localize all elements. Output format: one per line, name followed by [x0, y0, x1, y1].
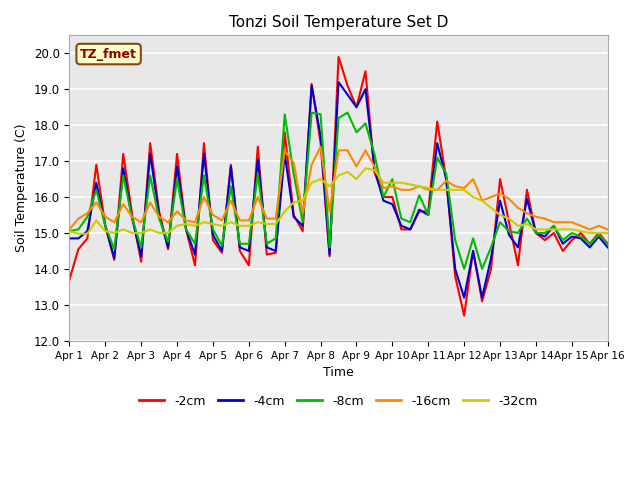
-16cm [604, 227, 612, 232]
Line: -16cm: -16cm [69, 147, 608, 229]
-32cm [182, 221, 190, 227]
Line: -2cm: -2cm [69, 57, 608, 316]
Y-axis label: Soil Temperature (C): Soil Temperature (C) [15, 124, 28, 252]
X-axis label: Time: Time [323, 366, 354, 379]
-16cm [362, 147, 369, 153]
-2cm [362, 68, 369, 74]
-8cm [191, 241, 199, 247]
-8cm [362, 120, 369, 126]
-4cm [550, 223, 557, 228]
-4cm [173, 164, 181, 169]
-4cm [604, 244, 612, 250]
-2cm [460, 313, 468, 319]
-2cm [173, 151, 181, 157]
-4cm [460, 295, 468, 300]
-32cm [362, 166, 369, 171]
-16cm [397, 187, 405, 193]
Line: -32cm: -32cm [69, 168, 608, 234]
-4cm [191, 252, 199, 257]
-8cm [460, 266, 468, 272]
-32cm [550, 227, 557, 232]
-4cm [397, 223, 405, 228]
Text: TZ_fmet: TZ_fmet [80, 48, 137, 60]
-32cm [406, 181, 414, 187]
-4cm [65, 236, 73, 241]
-8cm [550, 223, 557, 228]
-8cm [65, 228, 73, 234]
-32cm [200, 219, 208, 225]
-2cm [604, 241, 612, 247]
-16cm [254, 194, 262, 200]
-32cm [74, 231, 82, 237]
-32cm [371, 167, 378, 173]
Title: Tonzi Soil Temperature Set D: Tonzi Soil Temperature Set D [229, 15, 448, 30]
-2cm [335, 54, 342, 60]
-2cm [550, 230, 557, 236]
-8cm [397, 216, 405, 221]
-16cm [317, 144, 324, 150]
-8cm [604, 241, 612, 247]
-32cm [65, 228, 73, 234]
-2cm [254, 144, 262, 150]
-8cm [254, 171, 262, 177]
-16cm [191, 219, 199, 225]
-8cm [308, 110, 316, 116]
-4cm [335, 79, 342, 85]
-4cm [362, 86, 369, 92]
-32cm [263, 221, 271, 227]
-2cm [191, 263, 199, 268]
Legend: -2cm, -4cm, -8cm, -16cm, -32cm: -2cm, -4cm, -8cm, -16cm, -32cm [134, 390, 543, 413]
Line: -4cm: -4cm [69, 82, 608, 298]
Line: -8cm: -8cm [69, 113, 608, 269]
-2cm [65, 277, 73, 283]
-8cm [173, 176, 181, 182]
-4cm [254, 156, 262, 162]
-16cm [173, 208, 181, 214]
-16cm [65, 227, 73, 232]
-32cm [604, 230, 612, 236]
-16cm [541, 216, 548, 221]
-2cm [397, 227, 405, 232]
